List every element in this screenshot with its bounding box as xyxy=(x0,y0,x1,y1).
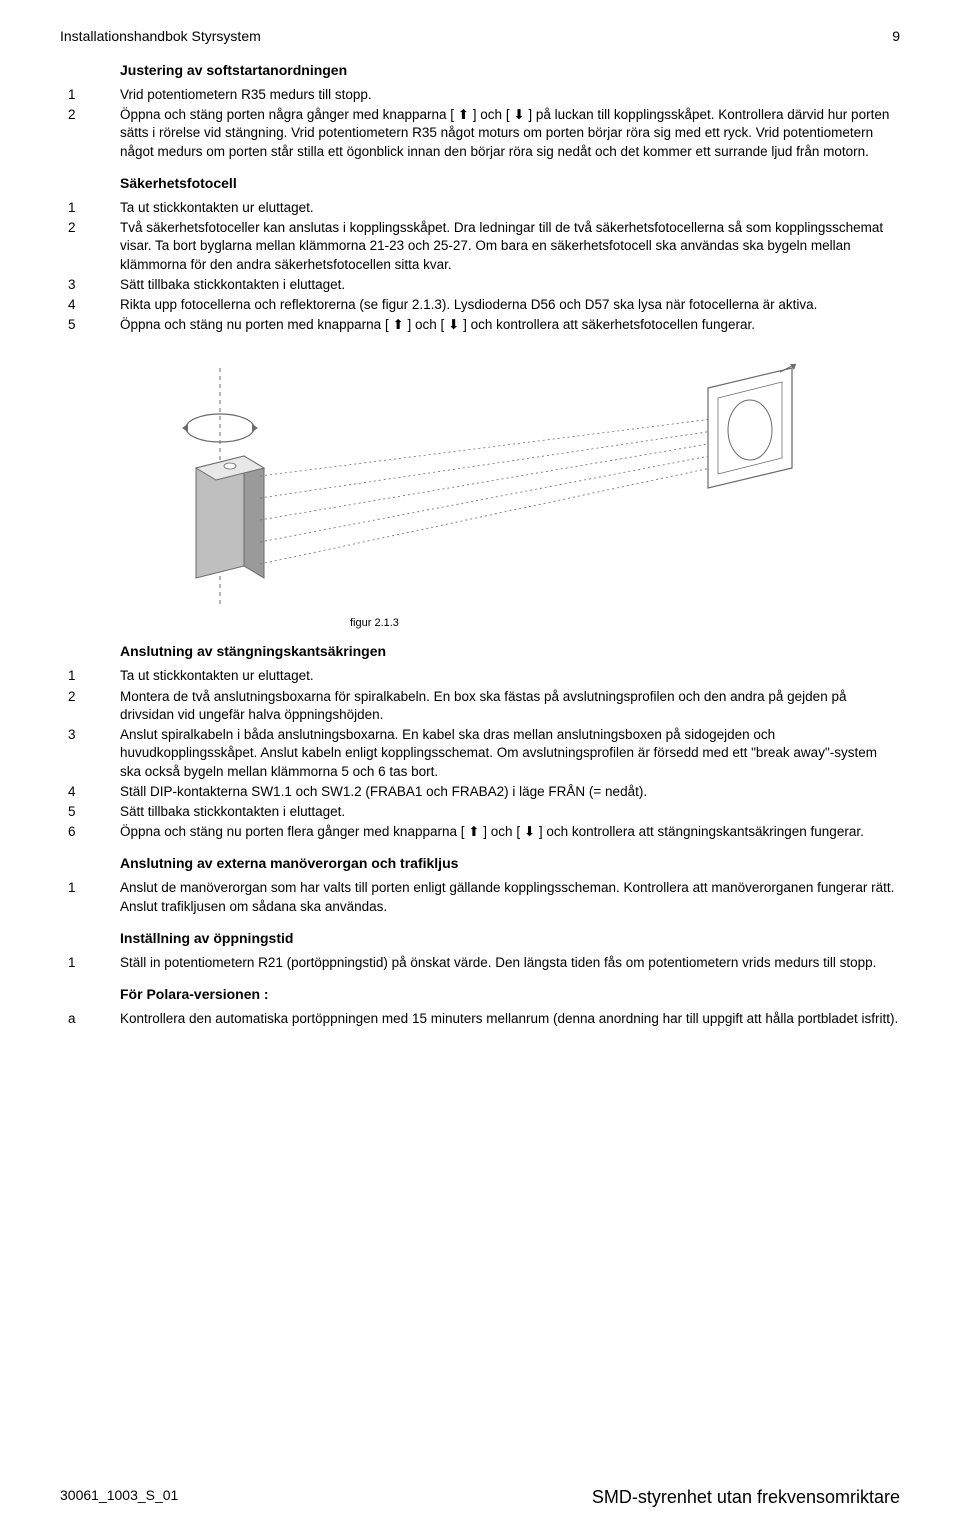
section-title-polara: För Polara-versionen : xyxy=(120,986,900,1002)
item-number: 4 xyxy=(60,783,120,801)
item-number: 1 xyxy=(60,879,120,897)
list-item: 5 Öppna och stäng nu porten med knapparn… xyxy=(60,316,900,334)
list-item: 2 Öppna och stäng porten några gånger me… xyxy=(60,106,900,161)
item-number: 2 xyxy=(60,688,120,706)
list-item: 3 Anslut spiralkabeln i båda anslutnings… xyxy=(60,726,900,781)
list-item: a Kontrollera den automatiska portöppnin… xyxy=(60,1010,900,1028)
list-item: 5 Sätt tillbaka stickkontakten i eluttag… xyxy=(60,803,900,821)
list-softstart: 1 Vrid potentiometern R35 medurs till st… xyxy=(60,86,900,161)
footer-doc-id: 30061_1003_S_01 xyxy=(60,1487,178,1508)
item-text: Ställ in potentiometern R21 (portöppning… xyxy=(120,954,900,972)
item-number: 5 xyxy=(60,316,120,334)
item-text: Sätt tillbaka stickkontakten i eluttaget… xyxy=(120,803,900,821)
list-item: 3 Sätt tillbaka stickkontakten i eluttag… xyxy=(60,276,900,294)
footer-title: SMD-styrenhet utan frekvensomriktare xyxy=(592,1487,900,1508)
list-item: 6 Öppna och stäng nu porten flera gånger… xyxy=(60,823,900,841)
item-text: Ta ut stickkontakten ur eluttaget. xyxy=(120,199,900,217)
page-footer: 30061_1003_S_01 SMD-styrenhet utan frekv… xyxy=(60,1487,900,1508)
item-text: Anslut de manöverorgan som har valts til… xyxy=(120,879,900,915)
list-polara: a Kontrollera den automatiska portöppnin… xyxy=(60,1010,900,1028)
document-page: Installationshandbok Styrsystem 9 Juster… xyxy=(0,0,960,1528)
figure-2-1-3: figur 2.1.3 xyxy=(160,358,900,629)
figure-caption: figur 2.1.3 xyxy=(350,617,900,629)
list-item: 1 Ställ in potentiometern R21 (portöppni… xyxy=(60,954,900,972)
list-closing-edge: 1 Ta ut stickkontakten ur eluttaget. 2 M… xyxy=(60,667,900,841)
item-text: Anslut spiralkabeln i båda anslutningsbo… xyxy=(120,726,900,781)
header-page-number: 9 xyxy=(892,28,900,44)
item-number: a xyxy=(60,1010,120,1028)
section-title-closing-edge: Anslutning av stängningskantsäkringen xyxy=(120,643,900,659)
section-title-opening-time: Inställning av öppningstid xyxy=(120,930,900,946)
item-number: 2 xyxy=(60,219,120,237)
list-opening-time: 1 Ställ in potentiometern R21 (portöppni… xyxy=(60,954,900,972)
item-number: 1 xyxy=(60,954,120,972)
item-text: Ta ut stickkontakten ur eluttaget. xyxy=(120,667,900,685)
item-number: 6 xyxy=(60,823,120,841)
item-number: 1 xyxy=(60,86,120,104)
item-number: 3 xyxy=(60,276,120,294)
list-safety-photocell: 1 Ta ut stickkontakten ur eluttaget. 2 T… xyxy=(60,199,900,335)
item-text: Två säkerhetsfotoceller kan anslutas i k… xyxy=(120,219,900,274)
list-item: 1 Ta ut stickkontakten ur eluttaget. xyxy=(60,667,900,685)
list-item: 1 Ta ut stickkontakten ur eluttaget. xyxy=(60,199,900,217)
item-text: Öppna och stäng porten några gånger med … xyxy=(120,106,900,161)
section-title-softstart: Justering av softstartanordningen xyxy=(120,62,900,78)
item-text: Montera de två anslutningsboxarna för sp… xyxy=(120,688,900,724)
list-external-controls: 1 Anslut de manöverorgan som har valts t… xyxy=(60,879,900,915)
list-item: 4 Ställ DIP-kontakterna SW1.1 och SW1.2 … xyxy=(60,783,900,801)
item-text: Öppna och stäng nu porten flera gånger m… xyxy=(120,823,900,841)
section-title-external-controls: Anslutning av externa manöverorgan och t… xyxy=(120,855,900,871)
section-title-safety-photocell: Säkerhetsfotocell xyxy=(120,175,900,191)
list-item: 2 Två säkerhetsfotoceller kan anslutas i… xyxy=(60,219,900,274)
item-text: Öppna och stäng nu porten med knapparna … xyxy=(120,316,900,334)
item-number: 2 xyxy=(60,106,120,124)
item-text: Rikta upp fotocellerna och reflektorerna… xyxy=(120,296,900,314)
item-number: 4 xyxy=(60,296,120,314)
item-text: Sätt tillbaka stickkontakten i eluttaget… xyxy=(120,276,900,294)
item-text: Kontrollera den automatiska portöppninge… xyxy=(120,1010,900,1028)
item-number: 1 xyxy=(60,667,120,685)
list-item: 1 Anslut de manöverorgan som har valts t… xyxy=(60,879,900,915)
item-number: 3 xyxy=(60,726,120,744)
item-text: Ställ DIP-kontakterna SW1.1 och SW1.2 (F… xyxy=(120,783,900,801)
list-item: 2 Montera de två anslutningsboxarna för … xyxy=(60,688,900,724)
header-left: Installationshandbok Styrsystem xyxy=(60,28,261,44)
list-item: 4 Rikta upp fotocellerna och reflektorer… xyxy=(60,296,900,314)
photocell-diagram-svg xyxy=(160,358,800,618)
page-header: Installationshandbok Styrsystem 9 xyxy=(60,28,900,44)
item-text: Vrid potentiometern R35 medurs till stop… xyxy=(120,86,900,104)
item-number: 5 xyxy=(60,803,120,821)
item-number: 1 xyxy=(60,199,120,217)
list-item: 1 Vrid potentiometern R35 medurs till st… xyxy=(60,86,900,104)
